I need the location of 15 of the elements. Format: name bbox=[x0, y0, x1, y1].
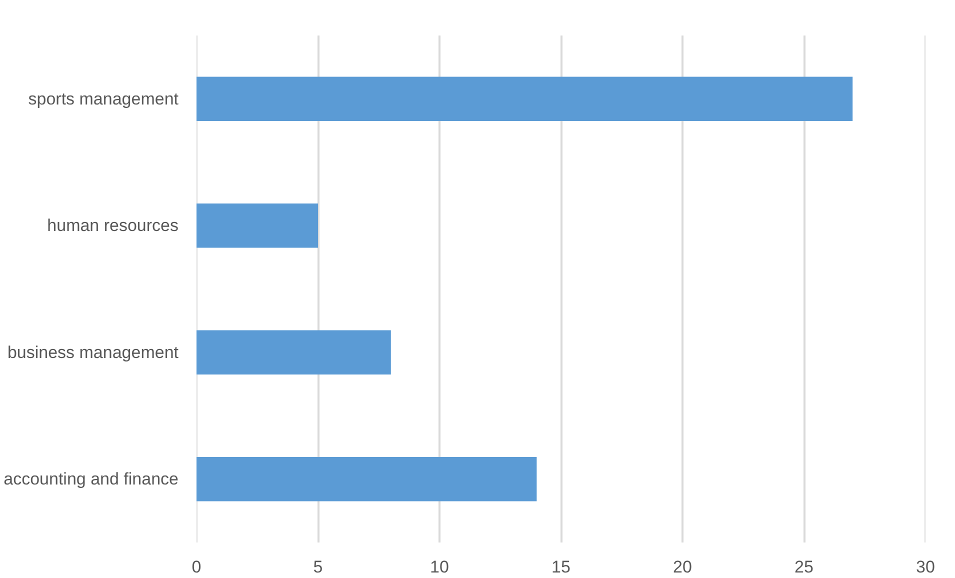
x-tick-label: 5 bbox=[313, 558, 323, 576]
y-tick-label: sports management bbox=[28, 89, 179, 108]
y-tick-label: accounting and finance bbox=[4, 470, 179, 489]
x-tick-label: 30 bbox=[916, 558, 935, 576]
x-tick-label: 0 bbox=[192, 558, 202, 576]
x-tick-label: 10 bbox=[430, 558, 449, 576]
x-tick-label: 25 bbox=[794, 558, 814, 576]
bar bbox=[196, 456, 537, 502]
bar bbox=[196, 330, 391, 375]
x-tick-label: 15 bbox=[552, 558, 570, 576]
x-tick-label: 20 bbox=[673, 558, 692, 576]
bar bbox=[196, 76, 853, 122]
bar bbox=[196, 203, 318, 248]
y-tick-label: business management bbox=[7, 342, 179, 362]
y-tick-label: human resources bbox=[47, 216, 178, 236]
